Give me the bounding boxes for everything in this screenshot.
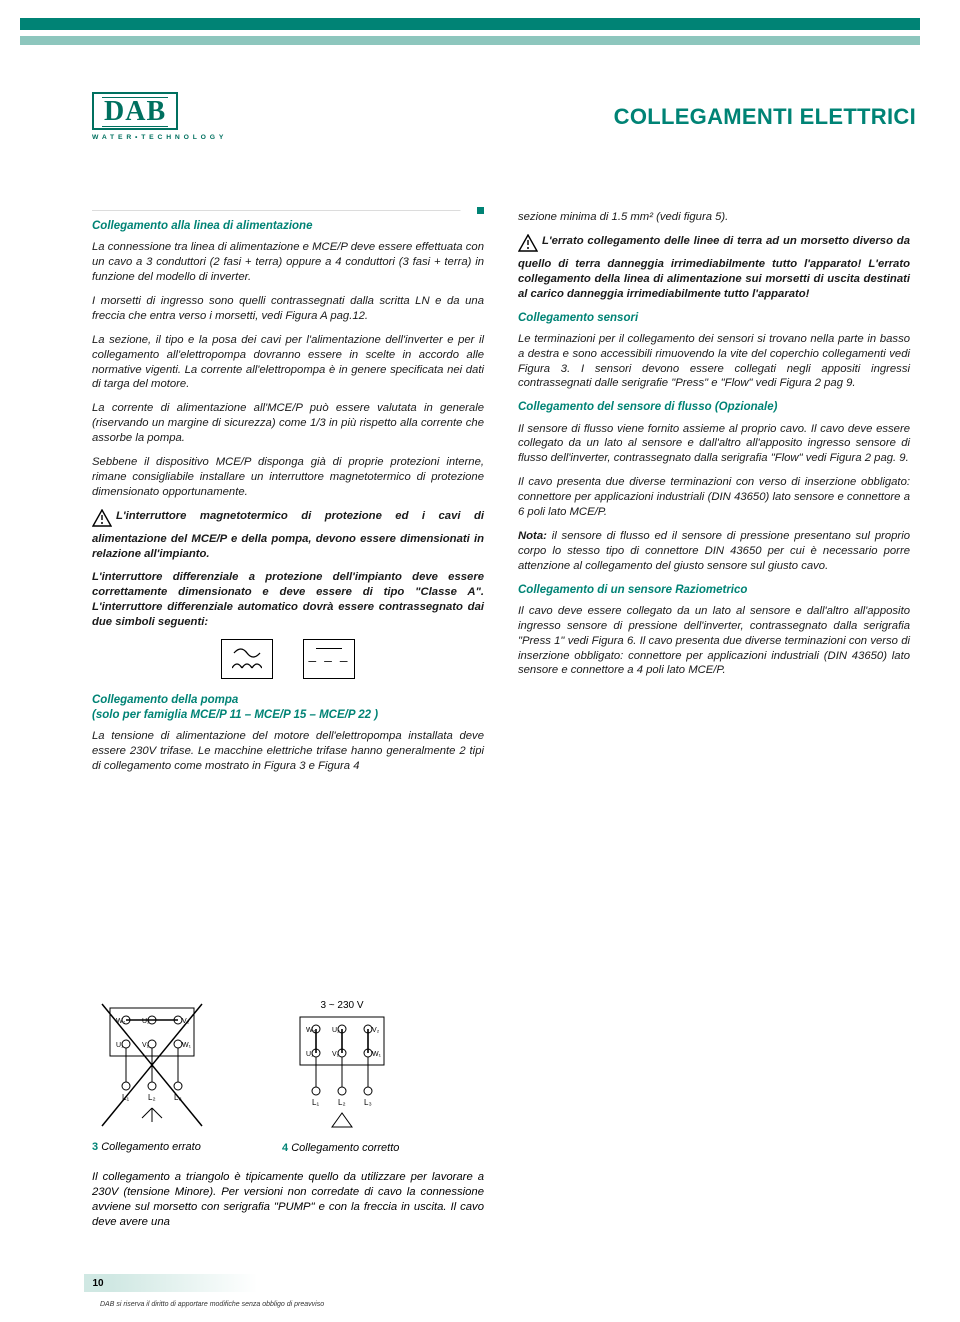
svg-text:V₁: V₁	[332, 1051, 340, 1058]
svg-text:V₂: V₂	[372, 1027, 380, 1034]
page-number-stripe	[112, 1274, 920, 1292]
para: Il cavo deve essere collegato da un lato…	[518, 604, 910, 679]
warning-icon	[92, 509, 112, 532]
nota-label: Nota:	[518, 530, 547, 542]
rcd-symbol-ac	[221, 639, 273, 679]
heading-raziometrico: Collegamento di un sensore Raziometrico	[518, 583, 910, 598]
svg-text:W₁: W₁	[182, 1042, 192, 1049]
svg-text:U₂: U₂	[332, 1027, 340, 1034]
svg-text:U₂: U₂	[142, 1018, 150, 1025]
svg-text:U₁: U₁	[116, 1042, 124, 1049]
heading-flusso: Collegamento del sensore di flusso (Opzi…	[518, 400, 910, 415]
para: Il cavo presenta due diverse terminazion…	[518, 475, 910, 520]
diagram-4-caption: 4 Collegamento corretto	[282, 1142, 402, 1154]
diagram-3: W₂ U₂ V₂ U₁ V₁ W₁ L₁ L₂ L₃ 3 Collegament…	[92, 1000, 212, 1153]
warning-para: L'interruttore magnetotermico di protezi…	[92, 509, 484, 562]
heading-sensori: Collegamento sensori	[518, 311, 910, 326]
para: Sebbene il dispositivo MCE/P disponga gi…	[92, 455, 484, 500]
svg-text:L₂: L₂	[148, 1093, 156, 1102]
para: Il collegamento a triangolo è tipicament…	[92, 1170, 484, 1230]
para: La sezione, il tipo e la posa dei cavi p…	[92, 333, 484, 393]
svg-text:W₁: W₁	[372, 1051, 382, 1058]
caption-num: 3	[92, 1141, 98, 1153]
svg-text:L₂: L₂	[338, 1098, 346, 1107]
warning-text: L'interruttore magnetotermico di protezi…	[92, 510, 484, 560]
svg-text:V₁: V₁	[142, 1042, 150, 1049]
below-diagrams-text: Il collegamento a triangolo è tipicament…	[92, 1170, 484, 1230]
brand-logo-text: DAB	[102, 97, 168, 127]
header-bars	[0, 18, 920, 45]
caption-text: Collegamento errato	[101, 1141, 201, 1153]
para: La corrente di alimentazione all'MCE/P p…	[92, 401, 484, 446]
diagram-3-caption: 3 Collegamento errato	[92, 1141, 212, 1153]
bar-dark	[20, 18, 920, 30]
heading-alimentazione: Collegamento alla linea di alimentazione	[92, 219, 484, 234]
brand-logo: DAB	[92, 92, 178, 130]
svg-text:W₂: W₂	[306, 1027, 316, 1034]
para: La connessione tra linea di alimentazion…	[92, 240, 484, 285]
para: sezione minima di 1.5 mm² (vedi figura 5…	[518, 210, 910, 225]
para: Nota: il sensore di flusso ed il sensore…	[518, 529, 910, 574]
main-content: Collegamento alla linea di alimentazione…	[92, 210, 910, 783]
warning-para: L'errato collegamento delle linee di ter…	[518, 234, 910, 302]
nota-text: il sensore di flusso ed il sensore di pr…	[518, 530, 910, 572]
wiring-diagrams: W₂ U₂ V₂ U₁ V₁ W₁ L₁ L₂ L₃ 3 Collegament…	[92, 1000, 572, 1154]
diagram-3-svg: W₂ U₂ V₂ U₁ V₁ W₁ L₁ L₂ L₃	[92, 1000, 212, 1130]
page-number: 10	[84, 1274, 112, 1292]
svg-text:U₁: U₁	[306, 1051, 314, 1058]
para: La tensione di alimentazione del motore …	[92, 729, 484, 774]
footer-note: DAB si riserva il diritto di apportare m…	[100, 1301, 324, 1308]
diagram-4-voltage: 3 ~ 230 V	[282, 1000, 402, 1011]
rcd-symbol-dc: – – –	[303, 639, 355, 679]
page-title: COLLEGAMENTI ELETTRICI	[614, 104, 916, 130]
diagram-4-svg: W₂ U₂ V₂ U₁ V₁ W₁ L₁ L₂ L₃	[282, 1013, 402, 1131]
para: Le terminazioni per il collegamento dei …	[518, 332, 910, 392]
caption-num: 4	[282, 1142, 288, 1154]
para: I morsetti di ingresso sono quelli contr…	[92, 294, 484, 324]
rule-accent	[92, 210, 484, 211]
svg-text:L₃: L₃	[364, 1098, 372, 1107]
left-column: Collegamento alla linea di alimentazione…	[92, 210, 484, 783]
bar-light	[20, 36, 920, 45]
warning-text: L'errato collegamento delle linee di ter…	[518, 235, 910, 300]
para: Il sensore di flusso viene fornito assie…	[518, 422, 910, 467]
warning-icon	[518, 234, 538, 257]
caption-text: Collegamento corretto	[291, 1142, 399, 1154]
brand-logo-block: DAB WATER•TECHNOLOGY	[92, 92, 227, 141]
heading-pompa-line2: (solo per famiglia MCE/P 11 – MCE/P 15 –…	[92, 709, 378, 721]
rcd-symbols: – – –	[92, 639, 484, 679]
warning-para: L'interruttore differenziale a protezion…	[92, 570, 484, 630]
heading-pompa-line1: Collegamento della pompa	[92, 694, 238, 706]
right-column: sezione minima di 1.5 mm² (vedi figura 5…	[518, 210, 910, 783]
brand-tagline: WATER•TECHNOLOGY	[92, 134, 227, 141]
heading-pompa: Collegamento della pompa (solo per famig…	[92, 693, 484, 723]
diagram-4: 3 ~ 230 V W₂ U₂ V₂ U₁ V₁ W₁ L₁ L₂ L₃ 4 C…	[282, 1000, 402, 1154]
svg-text:L₁: L₁	[312, 1098, 319, 1107]
